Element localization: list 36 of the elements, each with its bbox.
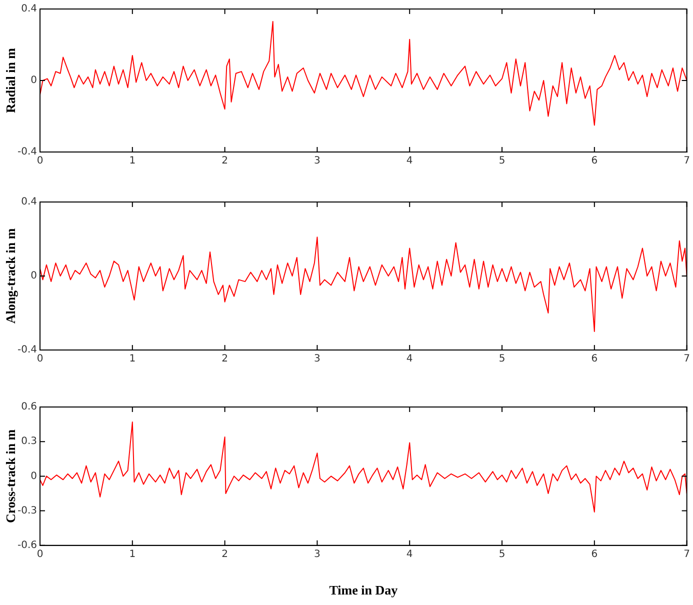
x-tick-label: 3 — [314, 354, 320, 365]
x-tick-label: 2 — [222, 354, 228, 365]
x-tick-label: 7 — [684, 156, 690, 167]
x-tick-label: 3 — [314, 156, 320, 167]
y-tick-label: 0 — [30, 470, 37, 482]
x-tick-label: 1 — [129, 548, 136, 560]
y-axis-title: Cross-track in m — [3, 429, 18, 524]
x-tick-label: 5 — [498, 156, 506, 167]
y-tick-label: -0.3 — [17, 505, 37, 516]
y-tick-label: -0.6 — [17, 540, 37, 551]
x-tick-label: 6 — [591, 156, 598, 167]
x-tick-label: 5 — [498, 354, 506, 365]
x-tick-label: 6 — [591, 354, 598, 365]
y-tick-label: 0 — [30, 75, 37, 86]
y-axis-title: Along-track in m — [3, 228, 18, 324]
y-tick-label: -0.4 — [17, 146, 37, 158]
x-tick-label: 7 — [684, 354, 690, 365]
x-axis-title: Time in Day — [329, 582, 398, 598]
x-tick-label: 4 — [406, 156, 413, 167]
y-tick-label: 0 — [30, 270, 37, 282]
y-axis-title: Radial in m — [3, 48, 18, 114]
x-tick-label: 7 — [684, 548, 690, 560]
y-tick-label: 0.4 — [21, 196, 37, 208]
x-tick-label: 3 — [314, 548, 320, 560]
x-tick-label: 1 — [129, 354, 136, 365]
x-tick-label: 6 — [591, 548, 598, 560]
x-tick-label: 4 — [406, 548, 413, 560]
x-tick-label: 2 — [222, 156, 228, 167]
y-tick-label: 0.6 — [21, 402, 37, 413]
y-tick-label: 0.4 — [21, 4, 37, 15]
x-tick-label: 1 — [129, 156, 136, 167]
y-tick-label: 0.3 — [21, 436, 37, 448]
x-tick-label: 4 — [406, 354, 413, 365]
x-tick-label: 2 — [222, 548, 228, 560]
x-tick-label: 5 — [498, 548, 506, 560]
y-tick-label: -0.4 — [17, 344, 37, 356]
